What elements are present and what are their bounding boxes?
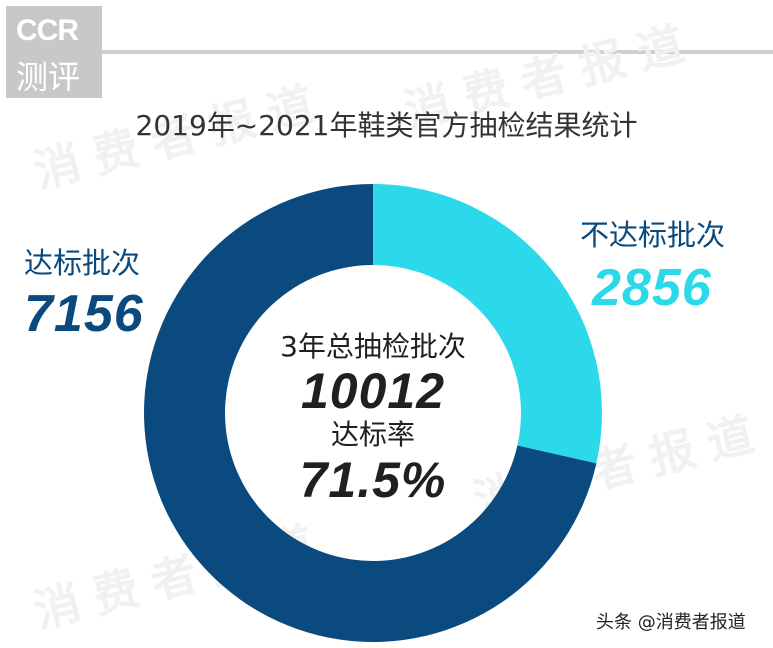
donut-segment-pass (144, 184, 597, 642)
donut-center-summary: 3年总抽检批次 10012 达标率 71.5% (273, 330, 473, 508)
rate-label: 达标率 (330, 418, 415, 451)
total-label: 3年总抽检批次 (280, 330, 466, 363)
fail-label-group: 不达标批次 2856 (580, 212, 725, 314)
pass-value: 7156 (24, 285, 144, 343)
fail-value: 2856 (592, 259, 712, 317)
header-divider (102, 50, 773, 54)
rate-value: 71.5% (299, 452, 447, 508)
ccr-logo: CCR 测评 (6, 6, 102, 98)
pass-label-group: 达标批次 7156 (24, 240, 144, 340)
logo-cepin-text: 测评 (16, 58, 81, 96)
total-value: 10012 (300, 363, 446, 419)
fail-label: 不达标批次 (580, 218, 726, 252)
chart-title: 2019年~2021年鞋类官方抽检结果统计 (135, 109, 638, 142)
logo-ccr-text: CCR (16, 14, 79, 47)
source-credit: 头条 @消费者报道 (596, 612, 746, 633)
donut-segment-fail (373, 184, 602, 464)
pass-label: 达标批次 (24, 246, 141, 280)
